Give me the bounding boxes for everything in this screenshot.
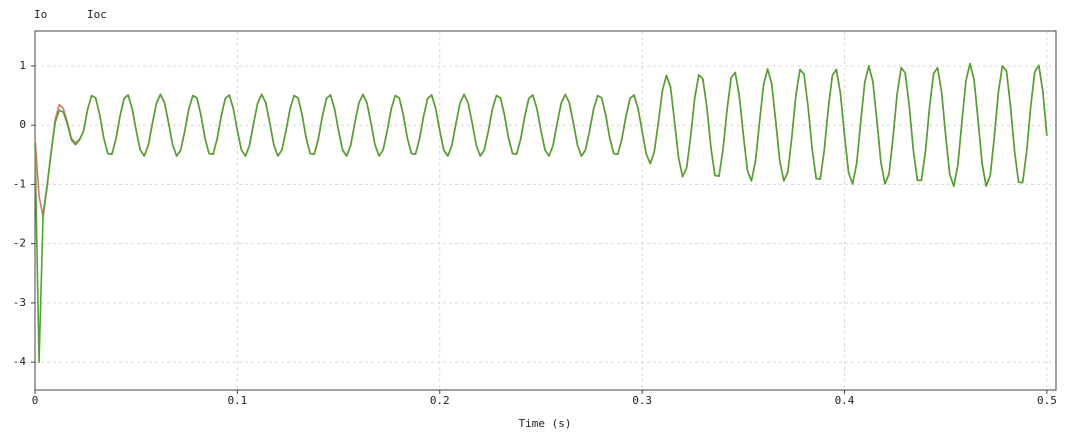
x-tick-label: 0 bbox=[32, 394, 39, 407]
x-tick-label: 0.4 bbox=[835, 394, 855, 407]
y-tick-label: 0 bbox=[19, 118, 26, 131]
x-axis-label: Time (s) bbox=[519, 417, 572, 430]
legend-entry: Io bbox=[34, 8, 47, 21]
plot-frame bbox=[34, 30, 1057, 391]
x-tick-label: 0.5 bbox=[1037, 394, 1057, 407]
x-tick-label: 0.1 bbox=[227, 394, 247, 407]
y-tick-label: -4 bbox=[13, 355, 27, 368]
series-line bbox=[34, 62, 1048, 363]
y-tick-label: -1 bbox=[13, 177, 26, 190]
plot-area bbox=[35, 31, 1056, 390]
y-tick-label: -3 bbox=[13, 296, 26, 309]
y-tick-label: -2 bbox=[13, 237, 26, 250]
y-tick-label: 1 bbox=[19, 59, 26, 72]
x-tick-label: 0.3 bbox=[632, 394, 652, 407]
x-tick-label: 0.2 bbox=[430, 394, 450, 407]
legend-entry: Ioc bbox=[87, 8, 107, 21]
